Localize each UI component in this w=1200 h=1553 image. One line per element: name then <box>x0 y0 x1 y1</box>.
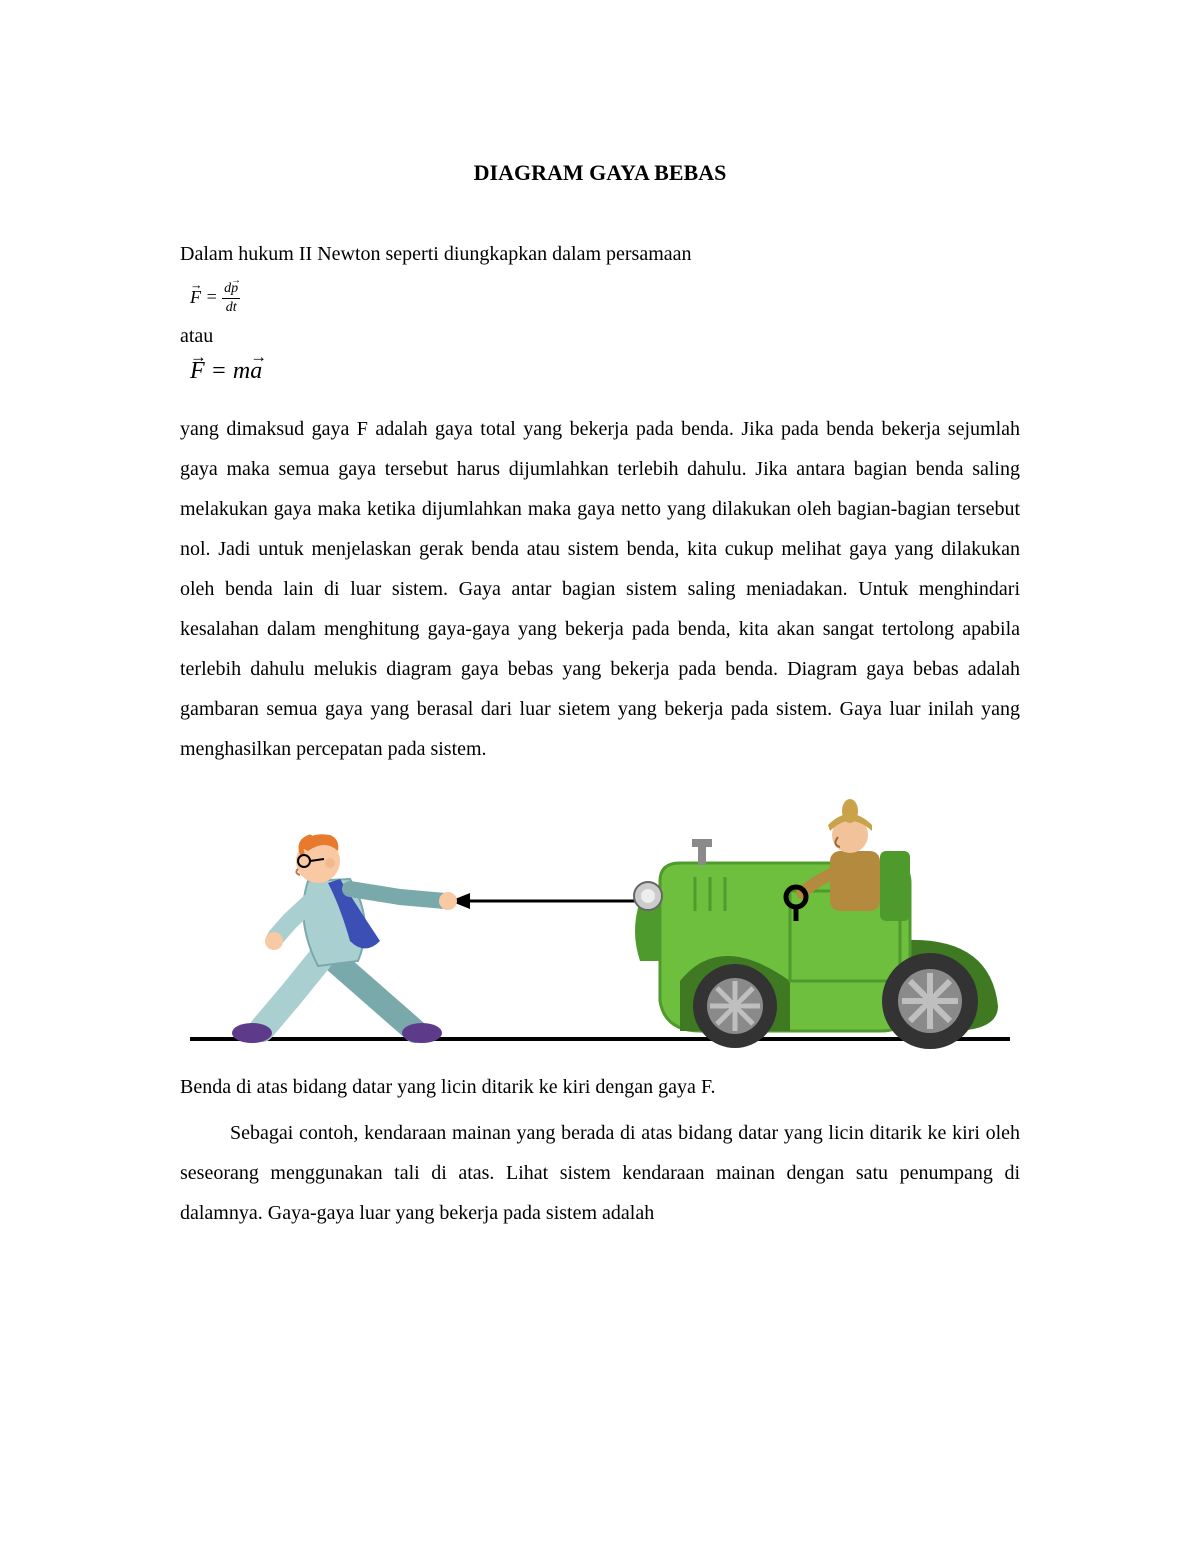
page-title: DIAGRAM GAYA BEBAS <box>180 160 1020 186</box>
figure-caption: Benda di atas bidang datar yang licin di… <box>180 1067 1020 1107</box>
intro-paragraph: Dalam hukum II Newton seperti diungkapka… <box>180 234 1020 274</box>
label-atau: atau <box>180 325 1020 348</box>
equation-momentum: F = dpdt <box>190 282 1020 315</box>
figure-man-pulling-car <box>180 781 1020 1061</box>
example-paragraph: Sebagai contoh, kendaraan mainan yang be… <box>180 1113 1020 1233</box>
equation-fma: F = ma <box>190 358 1020 385</box>
main-paragraph: yang dimaksud gaya F adalah gaya total y… <box>180 409 1020 769</box>
